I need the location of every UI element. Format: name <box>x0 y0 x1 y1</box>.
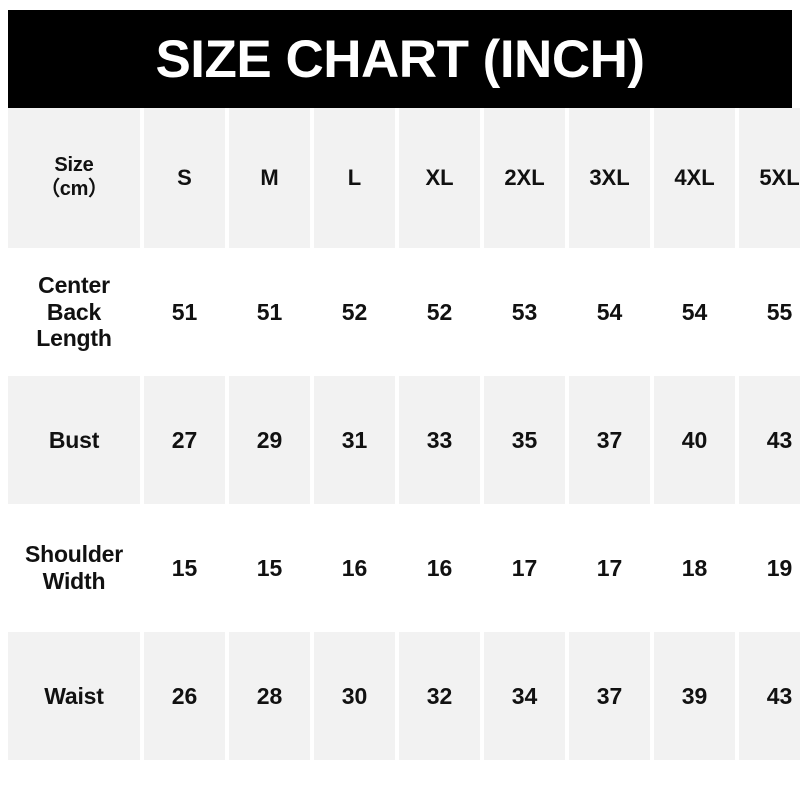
row-label-bust: Bust <box>8 376 140 504</box>
row-label-line: Waist <box>44 682 104 709</box>
row-label-line: Bust <box>48 426 100 453</box>
page-title: SIZE CHART (INCH) <box>155 29 645 89</box>
cell-value: 29 <box>229 376 310 504</box>
cell-value: 53 <box>484 248 565 376</box>
cell-value: 16 <box>399 504 480 632</box>
cell-value: 35 <box>484 376 565 504</box>
row-label-line: Shoulder <box>24 541 124 568</box>
cell-value: 40 <box>654 376 735 504</box>
cell-value: 37 <box>569 376 650 504</box>
table-row: Bust 27 29 31 33 35 37 40 43 <box>8 376 800 504</box>
cell-value: 51 <box>144 248 225 376</box>
cell-value: 15 <box>144 504 225 632</box>
table-header-row: Size （cm） S M L XL 2XL 3XL 4XL 5XL <box>8 108 800 248</box>
cell-value: 54 <box>569 248 650 376</box>
cell-value: 15 <box>229 504 310 632</box>
header-cell-4xl: 4XL <box>654 108 735 248</box>
row-label-center-back-length: Center Back Length <box>8 248 140 376</box>
table-row: Shoulder Width 15 15 16 16 17 17 18 19 <box>8 504 800 632</box>
cell-value: 39 <box>654 632 735 760</box>
table-row: Center Back Length 51 51 52 52 53 54 54 … <box>8 248 800 376</box>
cell-value: 43 <box>739 632 800 760</box>
cell-value: 37 <box>569 632 650 760</box>
cell-value: 28 <box>229 632 310 760</box>
header-size-label: Size <box>54 154 94 177</box>
cell-value: 26 <box>144 632 225 760</box>
cell-value: 52 <box>314 248 395 376</box>
header-unit-label: （cm） <box>39 178 109 200</box>
cell-value: 54 <box>654 248 735 376</box>
cell-value: 34 <box>484 632 565 760</box>
row-label-line: Width <box>42 568 106 594</box>
cell-value: 16 <box>314 504 395 632</box>
header-cell-size-cm: Size （cm） <box>8 108 140 248</box>
header-cell-2xl: 2XL <box>484 108 565 248</box>
row-label-waist: Waist <box>8 632 140 760</box>
row-label-line: Length <box>36 325 112 352</box>
cell-value: 18 <box>654 504 735 632</box>
header-cell-5xl: 5XL <box>739 108 800 248</box>
size-chart-container: SIZE CHART (INCH) Size （cm） S M L XL 2XL… <box>8 10 800 760</box>
cell-value: 51 <box>229 248 310 376</box>
row-label-line: Center <box>38 271 110 298</box>
header-cell-3xl: 3XL <box>569 108 650 248</box>
cell-value: 32 <box>399 632 480 760</box>
size-chart-table: Size （cm） S M L XL 2XL 3XL 4XL 5XL Cente… <box>4 108 800 760</box>
cell-value: 52 <box>399 248 480 376</box>
cell-value: 43 <box>739 376 800 504</box>
cell-value: 55 <box>739 248 800 376</box>
cell-value: 31 <box>314 376 395 504</box>
cell-value: 17 <box>484 504 565 632</box>
header-cell-m: M <box>229 108 310 248</box>
cell-value: 27 <box>144 376 225 504</box>
row-label-shoulder-width: Shoulder Width <box>8 504 140 632</box>
cell-value: 30 <box>314 632 395 760</box>
header-cell-xl: XL <box>399 108 480 248</box>
header-cell-l: L <box>314 108 395 248</box>
cell-value: 19 <box>739 504 800 632</box>
title-bar: SIZE CHART (INCH) <box>8 10 792 108</box>
header-cell-s: S <box>144 108 225 248</box>
table-row: Waist 26 28 30 32 34 37 39 43 <box>8 632 800 760</box>
row-label-line: Back <box>46 298 102 325</box>
cell-value: 33 <box>399 376 480 504</box>
cell-value: 17 <box>569 504 650 632</box>
